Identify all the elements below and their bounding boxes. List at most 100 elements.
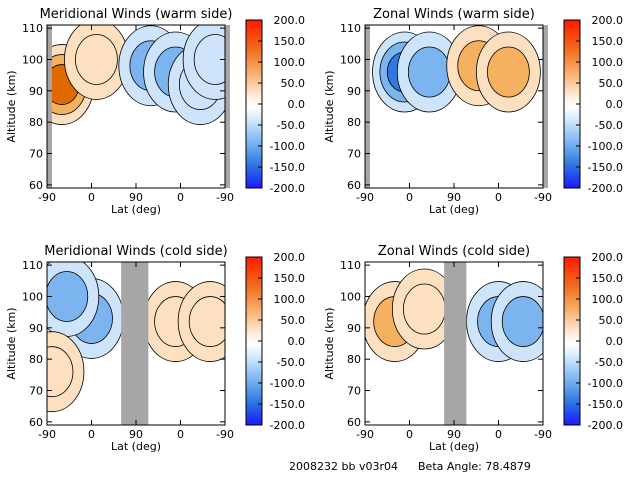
colorbar-tick-label: -50.0 <box>277 356 305 369</box>
data-gap-band <box>543 25 548 188</box>
x-tick-label: -90 <box>38 428 56 441</box>
wind-contour <box>407 46 451 98</box>
x-tick-label: 0 <box>88 428 95 441</box>
y-tick-label: 80 <box>29 116 43 129</box>
x-tick-label: -90 <box>216 191 234 204</box>
y-tick-label: 70 <box>29 385 43 398</box>
colorbar-tick-label: 200.0 <box>592 251 624 264</box>
colorbar-tick-label: 100.0 <box>592 293 624 306</box>
colorbar-tick-label: 200.0 <box>274 14 306 27</box>
x-tick-label: 90 <box>447 191 461 204</box>
data-gap-band <box>444 262 467 425</box>
y-axis-label: Altitude (km) <box>5 70 18 142</box>
chart-panel-3: Meridional Winds (cold side) 60 70 80 90 100 1… <box>5 244 305 453</box>
y-axis-label: Altitude (km) <box>323 70 336 142</box>
chart-title: Meridional Winds (warm side) <box>40 7 233 22</box>
y-tick-label: 90 <box>29 322 43 335</box>
y-tick-label: 100 <box>22 53 43 66</box>
footer-run-label: 2008232 bb v03r04 <box>289 460 398 473</box>
colorbar-tick-label: 50.0 <box>599 77 624 90</box>
colorbar-tick-label: 150.0 <box>592 272 624 285</box>
colorbar-tick-label: 100.0 <box>274 56 306 69</box>
y-tick-label: 100 <box>340 290 361 303</box>
colorbar-tick-label: 0.0 <box>288 335 306 348</box>
x-tick-label: 0 <box>177 191 184 204</box>
chart-panel-2: Zonal Winds (warm side) 60 70 80 90 100 110 -90… <box>323 7 623 216</box>
data-gap-band <box>121 262 149 425</box>
colorbar-tick-label: -100.0 <box>588 140 623 153</box>
y-tick-label: 70 <box>347 385 361 398</box>
chart-panel-1: Meridional Winds (warm side) 60 70 80 90 100 1… <box>5 7 305 216</box>
colorbar-tick-label: -100.0 <box>270 377 305 390</box>
colorbar-tick-label: -200.0 <box>588 182 623 195</box>
colorbar-tick-label: -150.0 <box>270 398 305 411</box>
chart-panel-4: Zonal Winds (cold side) 60 70 80 90 100 110 -90… <box>323 244 623 453</box>
data-gap-band <box>365 25 370 188</box>
y-tick-label: 60 <box>347 416 361 429</box>
data-gap-band <box>47 25 52 188</box>
wind-contour <box>47 346 74 398</box>
colorbar-tick-label: -150.0 <box>588 161 623 174</box>
wind-contour <box>501 296 543 347</box>
x-tick-label: -90 <box>534 428 552 441</box>
wind-field <box>372 25 541 113</box>
chart-title: Zonal Winds (cold side) <box>378 244 530 259</box>
footer-beta-label: Beta Angle: 78.4879 <box>418 460 531 473</box>
wind-contour <box>188 296 225 347</box>
colorbar-tick-label: -100.0 <box>270 140 305 153</box>
colorbar-tick-label: 0.0 <box>288 98 306 111</box>
x-tick-label: -90 <box>38 191 56 204</box>
wind-contour <box>486 46 530 98</box>
y-tick-label: 110 <box>22 259 43 272</box>
wind-contour <box>402 283 446 335</box>
chart-title: Zonal Winds (warm side) <box>373 7 535 22</box>
x-tick-label: 0 <box>406 428 413 441</box>
y-tick-label: 70 <box>347 148 361 161</box>
x-axis-label: Lat (deg) <box>429 203 479 216</box>
colorbar-tick-label: 200.0 <box>274 251 306 264</box>
chart-title: Meridional Winds (cold side) <box>44 244 227 259</box>
colorbar-tick-label: -100.0 <box>588 377 623 390</box>
x-tick-label: -90 <box>356 428 374 441</box>
y-tick-label: 90 <box>29 85 43 98</box>
y-tick-label: 70 <box>29 148 43 161</box>
colorbar-tick-label: 150.0 <box>274 35 306 48</box>
x-tick-label: -90 <box>216 428 234 441</box>
y-tick-label: 110 <box>22 22 43 35</box>
y-tick-label: 60 <box>29 416 43 429</box>
x-tick-label: 90 <box>447 428 461 441</box>
y-tick-label: 100 <box>340 53 361 66</box>
y-tick-label: 90 <box>347 85 361 98</box>
x-tick-label: 0 <box>88 191 95 204</box>
colorbar-tick-label: -50.0 <box>595 119 623 132</box>
colorbar-tick-label: 50.0 <box>599 314 624 327</box>
wind-contour <box>47 271 89 322</box>
colorbar-tick-label: -200.0 <box>270 182 305 195</box>
x-tick-label: -90 <box>534 191 552 204</box>
y-axis-label: Altitude (km) <box>5 307 18 379</box>
colorbar-tick-label: 100.0 <box>274 293 306 306</box>
y-tick-label: 90 <box>347 322 361 335</box>
x-tick-label: 90 <box>129 428 143 441</box>
x-tick-label: 90 <box>129 191 143 204</box>
wind-contour <box>75 34 118 85</box>
y-tick-label: 60 <box>347 179 361 192</box>
colorbar-tick-label: -50.0 <box>277 119 305 132</box>
wind-contour <box>193 34 225 85</box>
y-tick-label: 110 <box>340 22 361 35</box>
colorbar-tick-label: 150.0 <box>274 272 306 285</box>
y-tick-label: 110 <box>340 259 361 272</box>
colorbar-tick-label: 50.0 <box>281 77 306 90</box>
colorbar-tick-label: 0.0 <box>606 335 624 348</box>
x-tick-label: 0 <box>495 428 502 441</box>
y-tick-label: 100 <box>22 290 43 303</box>
colorbar-tick-label: -50.0 <box>595 356 623 369</box>
x-axis-label: Lat (deg) <box>111 440 161 453</box>
x-tick-label: -90 <box>356 191 374 204</box>
x-axis-label: Lat (deg) <box>429 440 479 453</box>
colorbar-tick-label: 100.0 <box>592 56 624 69</box>
wind-field <box>47 262 225 413</box>
y-tick-label: 60 <box>29 179 43 192</box>
colorbar-tick-label: -200.0 <box>270 419 305 432</box>
x-axis-label: Lat (deg) <box>111 203 161 216</box>
